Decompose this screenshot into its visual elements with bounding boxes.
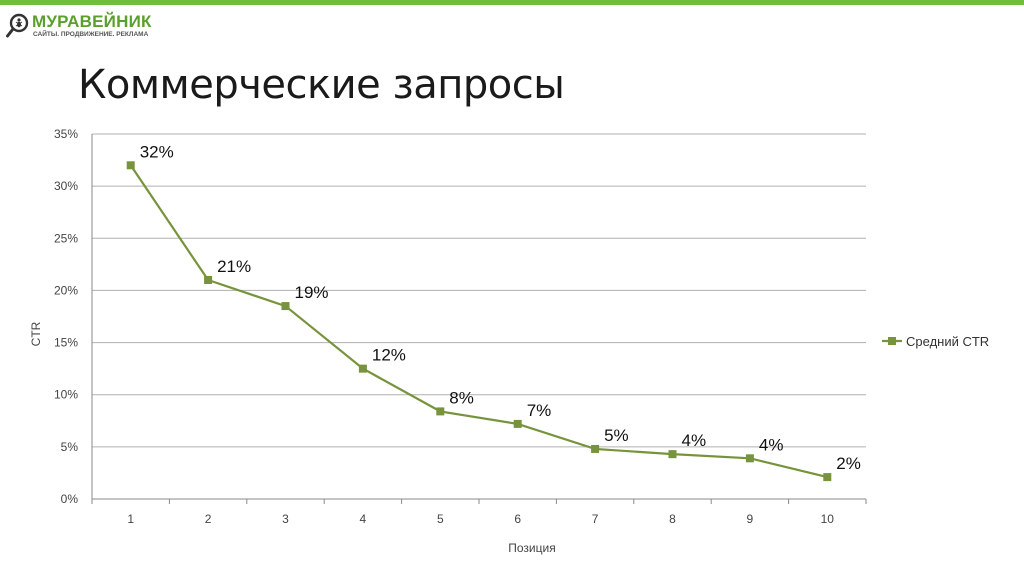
x-tick-label: 4 (360, 512, 367, 526)
x-tick-label: 3 (282, 512, 289, 526)
x-tick-label: 1 (127, 512, 134, 526)
y-tick-label: 5% (61, 440, 79, 454)
data-point (281, 302, 290, 311)
data-point (513, 419, 522, 428)
data-label: 21% (217, 257, 251, 276)
data-point (436, 407, 445, 416)
x-tick-label: 10 (821, 512, 835, 526)
brand-name: МУРАВЕЙНИК (32, 12, 152, 31)
y-tick-label: 20% (54, 283, 78, 297)
top-accent-bar (0, 0, 1024, 5)
x-tick-label: 5 (437, 512, 444, 526)
data-point (591, 444, 600, 453)
data-point (745, 454, 754, 463)
data-point (358, 364, 367, 373)
y-tick-label: 10% (54, 388, 78, 402)
x-tick-label: 2 (205, 512, 212, 526)
legend-marker (888, 337, 896, 345)
series-line (129, 164, 828, 479)
data-label: 7% (527, 401, 552, 420)
data-label: 4% (759, 435, 784, 454)
y-tick-label: 25% (54, 231, 78, 245)
x-tick-label: 7 (592, 512, 599, 526)
data-label: 12% (372, 346, 406, 365)
y-tick-label: 15% (54, 336, 78, 350)
data-label: 32% (140, 142, 174, 161)
ant-in-magnifier-icon (6, 13, 29, 38)
legend-label: Средний CTR (906, 334, 989, 349)
data-point (204, 276, 213, 284)
legend: Средний CTR (882, 334, 989, 349)
data-label: 19% (295, 283, 329, 302)
x-tick-label: 6 (514, 512, 521, 526)
y-axis-title: CTR (29, 321, 43, 346)
x-axis-title: Позиция (508, 541, 555, 555)
slide-title: Коммерческие запросы (78, 62, 565, 108)
data-point (668, 450, 677, 459)
data-label: 4% (682, 431, 707, 450)
data-point (126, 161, 135, 170)
brand-logo: МУРАВЕЙНИК САЙТЫ. ПРОДВИЖЕНИЕ. РЕКЛАМА (6, 11, 166, 41)
y-tick-label: 0% (61, 492, 79, 506)
y-tick-label: 30% (54, 179, 78, 193)
x-tick-label: 9 (747, 512, 754, 526)
data-label: 8% (449, 388, 474, 407)
y-tick-label: 35% (54, 127, 78, 141)
data-point (823, 473, 832, 482)
data-label: 2% (836, 454, 861, 473)
data-label: 5% (604, 426, 629, 445)
x-tick-label: 8 (669, 512, 676, 526)
brand-tagline: САЙТЫ. ПРОДВИЖЕНИЕ. РЕКЛАМА (33, 31, 149, 38)
